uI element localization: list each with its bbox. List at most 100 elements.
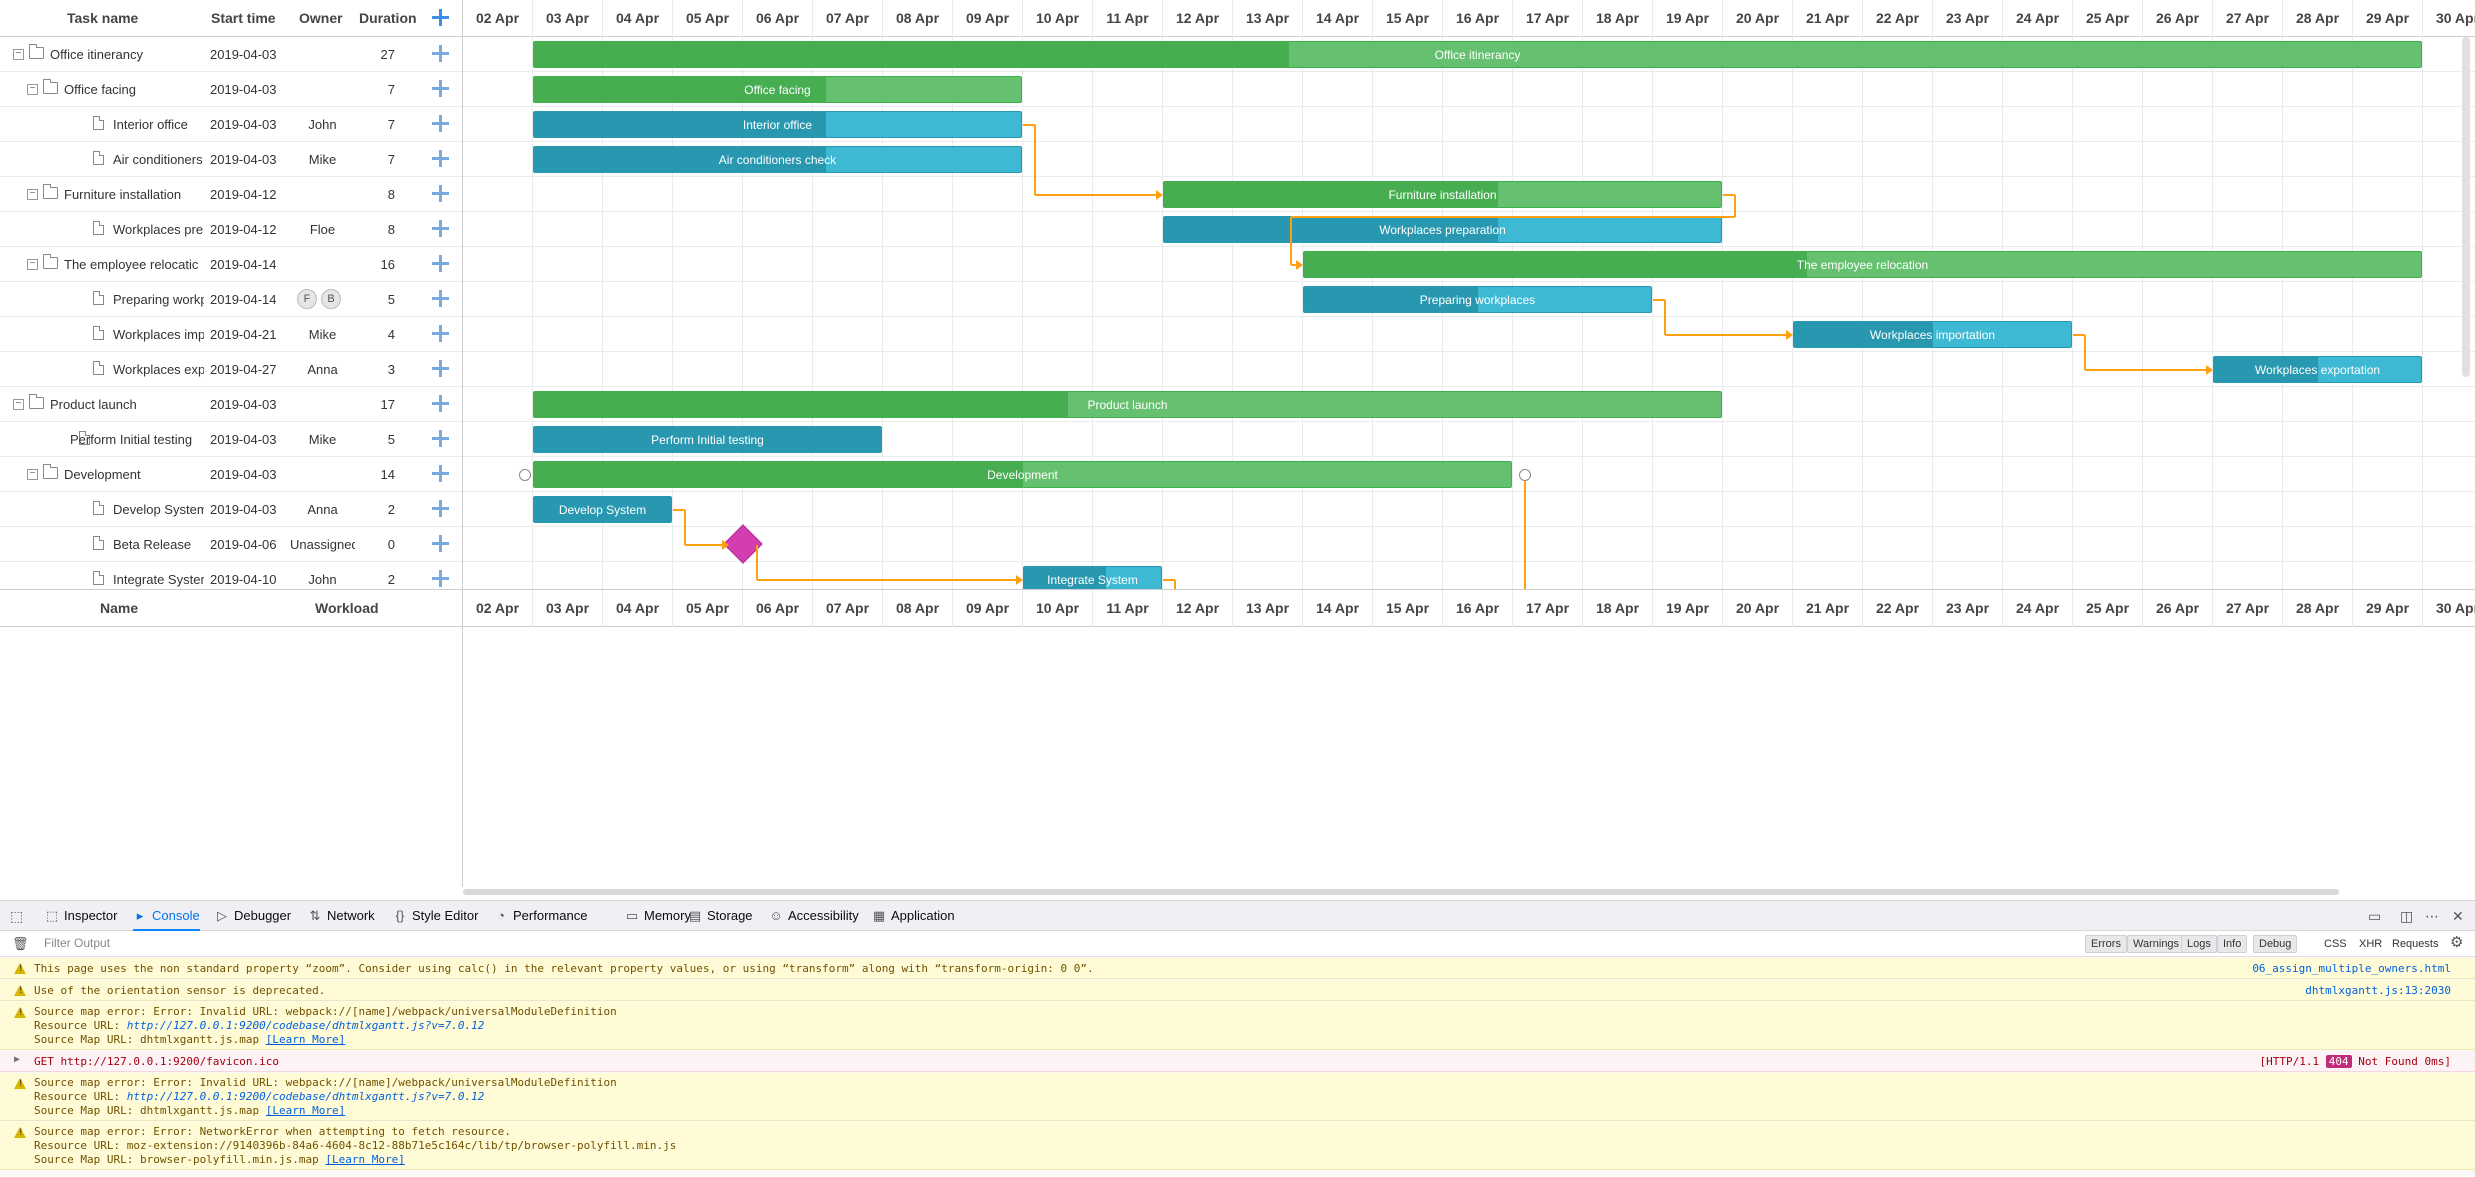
grid-row[interactable]: Workplaces importat 2019-04-21 Mike 4 — [0, 317, 462, 352]
console-warning-message[interactable]: Source map error: Error: Invalid URL: we… — [0, 1002, 2475, 1050]
close-devtools-icon[interactable]: ✕ — [2452, 908, 2464, 924]
grid-row[interactable]: Integrate System 2019-04-10 John 2 — [0, 562, 462, 589]
filter-requests-button[interactable]: Requests — [2392, 938, 2439, 950]
dependency-link[interactable] — [757, 579, 1017, 581]
add-subtask-button[interactable] — [432, 500, 449, 517]
dependency-link[interactable] — [1291, 215, 1735, 218]
dependency-link[interactable] — [1163, 579, 1175, 581]
project-bar[interactable]: Development — [533, 461, 1512, 488]
more-options-icon[interactable]: ⋯ — [2425, 908, 2439, 924]
add-subtask-button[interactable] — [432, 80, 449, 97]
task-bar[interactable]: Interior office — [533, 111, 1022, 138]
learn-more-link[interactable]: [Learn More] — [265, 1033, 346, 1046]
add-subtask-button[interactable] — [432, 185, 449, 202]
dependency-link[interactable] — [1524, 475, 1526, 589]
dependency-link[interactable] — [2085, 369, 2207, 371]
collapse-toggle-icon[interactable]: − — [13, 49, 24, 60]
dependency-link[interactable] — [1174, 580, 1176, 589]
grid-row[interactable]: Perform Initial testing 2019-04-03 Mike 5 — [0, 422, 462, 457]
add-subtask-button[interactable] — [432, 255, 449, 272]
filter-xhr-button[interactable]: XHR — [2359, 938, 2383, 950]
grid-row[interactable]: Beta Release 2019-04-06 Unassigned 0 — [0, 527, 462, 562]
grid-row[interactable]: Workplaces exportat 2019-04-27 Anna 3 — [0, 352, 462, 387]
resource-url-link[interactable]: http://127.0.0.1:9200/codebase/dhtmlxgan… — [126, 1019, 485, 1032]
filter-css-button[interactable]: CSS — [2324, 938, 2347, 950]
dependency-link[interactable] — [1291, 264, 1297, 266]
collapse-toggle-icon[interactable]: − — [13, 399, 24, 410]
project-bar[interactable]: The employee relocation — [1303, 251, 2422, 278]
filter-errors-button[interactable]: Errors — [2085, 935, 2127, 953]
clear-console-icon[interactable]: 🗑 — [12, 936, 29, 951]
task-bar[interactable]: Air conditioners check — [533, 146, 1022, 173]
dependency-link[interactable] — [1034, 125, 1036, 195]
console-warning-message[interactable]: Source map error: Error: NetworkError wh… — [0, 1122, 2475, 1170]
dependency-link[interactable] — [1290, 216, 1292, 265]
grid-row[interactable]: Air conditioners chec 2019-04-03 Mike 7 — [0, 142, 462, 177]
devtools-tab-storage[interactable]: ▤ Storage — [688, 901, 753, 931]
console-warning-message[interactable]: Source map error: Error: Invalid URL: we… — [0, 1073, 2475, 1121]
add-subtask-button[interactable] — [432, 430, 449, 447]
horizontal-scrollbar[interactable] — [463, 889, 2339, 895]
message-source-link[interactable]: 06_assign_multiple_owners.html — [2252, 962, 2451, 975]
link-drag-handle[interactable] — [519, 469, 531, 481]
task-bar[interactable]: Perform Initial testing — [533, 426, 882, 453]
grid-row[interactable]: − The employee relocatic 2019-04-14 16 — [0, 247, 462, 282]
collapse-toggle-icon[interactable]: − — [27, 189, 38, 200]
filter-info-button[interactable]: Info — [2217, 935, 2248, 953]
add-subtask-button[interactable] — [432, 570, 449, 587]
filter-logs-button[interactable]: Logs — [2181, 935, 2217, 953]
message-source-link[interactable]: dhtmlxgantt.js:13:2030 — [2305, 984, 2451, 997]
filter-output-input[interactable]: Filter Output — [44, 936, 111, 950]
task-bar[interactable]: Workplaces preparation — [1163, 216, 1722, 243]
add-subtask-button[interactable] — [432, 45, 449, 62]
add-subtask-button[interactable] — [432, 325, 449, 342]
devtools-tab-debugger[interactable]: ▷ Debugger — [215, 901, 291, 931]
element-picker-icon[interactable]: ⬚ — [10, 908, 24, 924]
grid-row[interactable]: − Furniture installation 2019-04-12 8 — [0, 177, 462, 212]
dependency-link[interactable] — [685, 544, 723, 546]
dependency-link[interactable] — [1734, 195, 1736, 217]
collapse-toggle-icon[interactable]: − — [27, 84, 38, 95]
dependency-link[interactable] — [1035, 194, 1157, 196]
project-bar[interactable]: Product launch — [533, 391, 1722, 418]
grid-row[interactable]: Workplaces prepara 2019-04-12 Floe 8 — [0, 212, 462, 247]
grid-row[interactable]: Interior office 2019-04-03 John 7 — [0, 107, 462, 142]
dependency-link[interactable] — [1664, 300, 1666, 335]
devtools-tab-accessibility[interactable]: ☺ Accessibility — [769, 901, 858, 931]
devtools-tab-application[interactable]: ▦ Application — [872, 901, 955, 931]
grid-row[interactable]: − Development 2019-04-03 14 — [0, 457, 462, 492]
add-subtask-button[interactable] — [432, 150, 449, 167]
grid-row[interactable]: Preparing workplace 2019-04-14 FB 5 — [0, 282, 462, 317]
resource-url-link[interactable]: http://127.0.0.1:9200/codebase/dhtmlxgan… — [126, 1090, 485, 1103]
dependency-link[interactable] — [756, 545, 758, 580]
grid-row[interactable]: − Office itinerancy 2019-04-03 27 — [0, 37, 462, 72]
dependency-link[interactable] — [1023, 124, 1035, 126]
add-subtask-button[interactable] — [432, 535, 449, 552]
dependency-link[interactable] — [1723, 194, 1735, 196]
console-warning-message[interactable]: This page uses the non standard property… — [0, 958, 2475, 979]
grid-row[interactable]: Develop System 2019-04-03 Anna 2 — [0, 492, 462, 527]
task-bar[interactable]: Integrate System — [1023, 566, 1162, 589]
add-subtask-button[interactable] — [432, 360, 449, 377]
dependency-link[interactable] — [2084, 335, 2086, 370]
project-bar[interactable]: Office facing — [533, 76, 1022, 103]
dependency-link[interactable] — [684, 510, 686, 545]
task-bar[interactable]: Develop System — [533, 496, 672, 523]
add-task-header-button[interactable] — [432, 9, 449, 26]
expand-arrow-icon[interactable]: ▶ — [14, 1054, 21, 1065]
filter-warnings-button[interactable]: Warnings — [2127, 935, 2186, 953]
devtools-tab-console[interactable]: ▸ Console — [133, 901, 200, 931]
grid-row[interactable]: − Office facing 2019-04-03 7 — [0, 72, 462, 107]
collapse-toggle-icon[interactable]: − — [27, 259, 38, 270]
column-duration[interactable]: Duration — [359, 10, 417, 26]
add-subtask-button[interactable] — [432, 220, 449, 237]
grid-row[interactable]: − Product launch 2019-04-03 17 — [0, 387, 462, 422]
column-owner[interactable]: Owner — [299, 10, 343, 26]
console-settings-icon[interactable]: ⚙ — [2450, 934, 2464, 951]
dependency-link[interactable] — [1653, 299, 1665, 301]
learn-more-link[interactable]: [Learn More] — [265, 1104, 346, 1117]
column-task-name[interactable]: Task name — [67, 10, 139, 26]
dependency-link[interactable] — [1665, 334, 1787, 336]
column-workload[interactable]: Workload — [315, 600, 379, 616]
devtools-tab-style-editor[interactable]: {} Style Editor — [393, 901, 479, 931]
